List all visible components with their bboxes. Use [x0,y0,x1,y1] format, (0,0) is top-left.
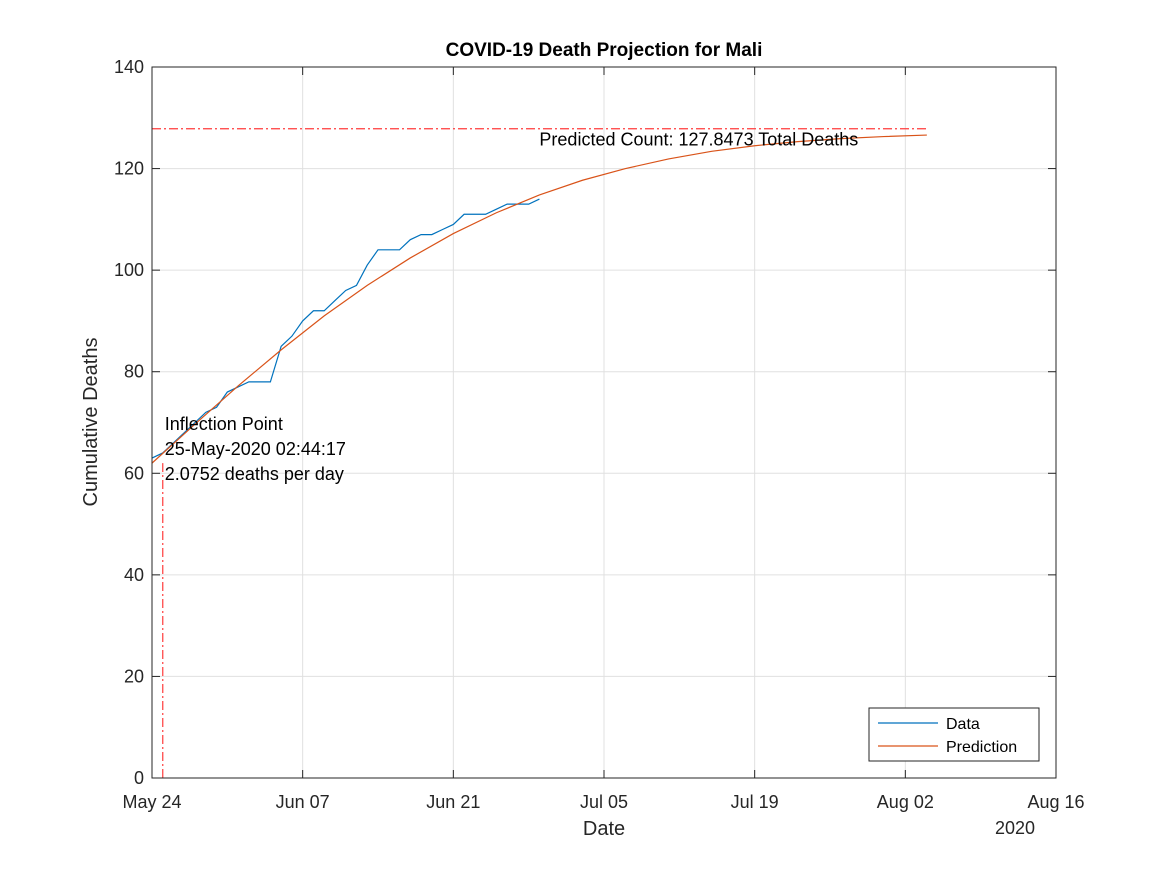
x-tick-label: May 24 [122,792,181,812]
annotations: Predicted Count: 127.8473 Total Deaths In… [165,130,859,484]
legend-label-data: Data [946,716,980,733]
axes-box [151,66,1057,779]
x-tick-label: Aug 02 [877,792,934,812]
inflection-annotation-line: 2.0752 deaths per day [165,464,344,484]
y-tick-label: 140 [114,57,144,77]
legend-box [868,707,1040,762]
y-tick-label: 60 [124,463,144,483]
x-tick-label: Jun 07 [276,792,330,812]
x-axis-label: Date [583,818,625,840]
y-tick-label: 120 [114,159,144,179]
legend-label-prediction: Prediction [946,739,1017,756]
series-line-data [151,198,540,459]
x-tick-label: Jul 05 [580,792,628,812]
inflection-annotation-line: 25-May-2020 02:44:17 [165,439,346,459]
chart-title: COVID-19 Death Projection for Mali [446,40,763,61]
y-tick-label: 0 [134,768,144,788]
x-tick-label: Jul 19 [731,792,779,812]
x-tick-label: Jun 21 [426,792,480,812]
x-tick-label: Aug 16 [1027,792,1084,812]
y-tick-label: 80 [124,362,144,382]
y-tick-label: 20 [124,666,144,686]
axes-layer [151,66,1057,779]
y-tick-label: 100 [114,260,144,280]
y-axis-label: Cumulative Deaths [80,338,102,507]
predicted-count-annotation: Predicted Count: 127.8473 Total Deaths [539,130,858,150]
inflection-annotation-line: Inflection Point [165,414,283,434]
series-line-prediction [151,134,927,464]
tick-labels: 0 20 40 60 80 100 120 140 May 24 Jun 07 Jun 21 Jul … [114,57,1085,812]
y-tick-label: 40 [124,565,144,585]
reference-lines [152,128,927,778]
series-layer [151,134,927,464]
legend: Data Prediction [868,707,1040,762]
x-axis-year-label: 2020 [995,818,1035,838]
